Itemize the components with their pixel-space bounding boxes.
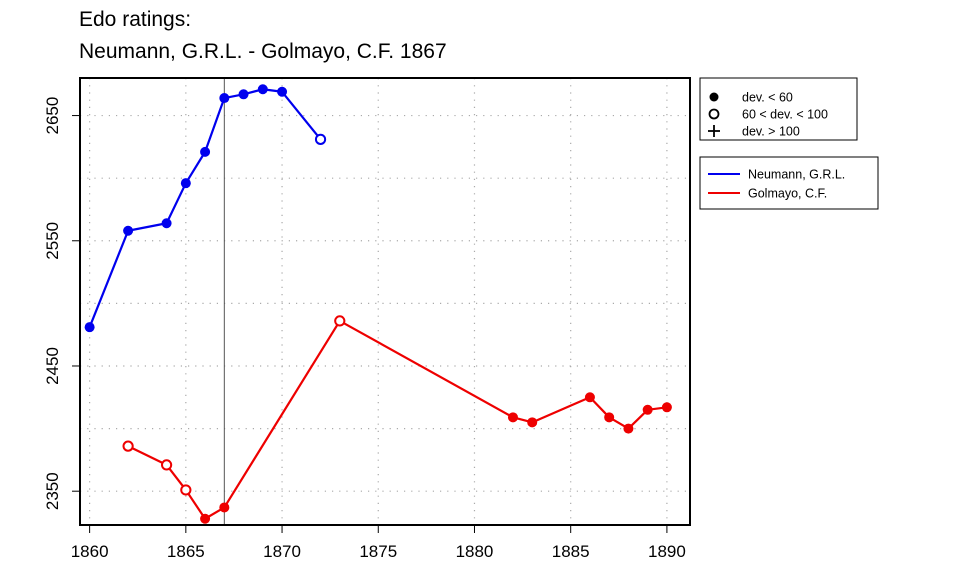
y-tick-label: 2450 [43, 347, 62, 385]
x-tick-label: 1885 [552, 542, 590, 561]
filled-circle-icon [709, 92, 719, 102]
data-point-neumann [314, 133, 327, 145]
data-point-neumann [180, 178, 191, 189]
data-point-golmayo [122, 440, 134, 452]
x-tick-label: 1865 [167, 542, 205, 561]
chart-title: Edo ratings: [79, 8, 192, 31]
data-point-golmayo [334, 315, 346, 327]
x-tick-label: 1870 [263, 542, 301, 561]
x-axis: 1860 1865 1870 1875 1880 1885 1890 [71, 524, 686, 561]
data-point-neumann [277, 86, 288, 97]
x-tick-label: 1860 [71, 542, 109, 561]
legend-dev-low: dev. < 60 [742, 91, 793, 105]
legend-dev-high: dev. > 100 [742, 125, 800, 139]
data-point-golmayo [623, 423, 634, 434]
data-point-golmayo [661, 402, 672, 413]
series-line-neumann [88, 88, 322, 328]
x-tick-label: 1880 [456, 542, 494, 561]
data-point-golmayo [584, 392, 595, 403]
series-legend: Neumann, G.R.L. Golmayo, C.F. [699, 156, 879, 210]
data-point-golmayo [527, 417, 538, 428]
data-point-neumann [123, 225, 134, 236]
series-line-golmayo [127, 319, 668, 520]
y-tick-label: 2350 [43, 472, 62, 510]
data-point-golmayo [219, 502, 230, 513]
data-point-neumann [257, 84, 268, 95]
data-point-neumann [238, 89, 249, 100]
grid [80, 78, 690, 525]
series-layer [84, 84, 672, 524]
data-point-golmayo [160, 459, 173, 471]
y-tick-label: 2550 [43, 222, 62, 260]
y-tick-label: 2650 [43, 97, 62, 135]
data-point-golmayo [200, 513, 211, 524]
data-point-neumann [161, 218, 172, 229]
deviation-legend: dev. < 60 60 < dev. < 100 dev. > 100 [699, 77, 858, 141]
x-tick-label: 1890 [648, 542, 686, 561]
data-point-golmayo [642, 404, 653, 415]
chart-subtitle: Neumann, G.R.L. - Golmayo, C.F. 1867 [79, 40, 447, 63]
plot-frame [79, 77, 691, 526]
open-circle-icon [708, 108, 720, 120]
deviation-legend-box [699, 77, 858, 141]
data-point-neumann [84, 322, 95, 333]
legend-series-golmayo: Golmayo, C.F. [748, 187, 827, 201]
x-tick-label: 1875 [359, 542, 397, 561]
data-point-golmayo [604, 412, 615, 423]
series-legend-box [699, 156, 879, 210]
y-axis: 2350 2450 2550 2650 [43, 97, 80, 510]
legend-series-neumann: Neumann, G.R.L. [748, 168, 845, 182]
data-point-golmayo [180, 484, 192, 496]
data-point-neumann [200, 146, 211, 157]
legend-dev-mid: 60 < dev. < 100 [742, 108, 828, 122]
data-point-neumann [219, 93, 230, 104]
data-point-golmayo [507, 412, 518, 423]
